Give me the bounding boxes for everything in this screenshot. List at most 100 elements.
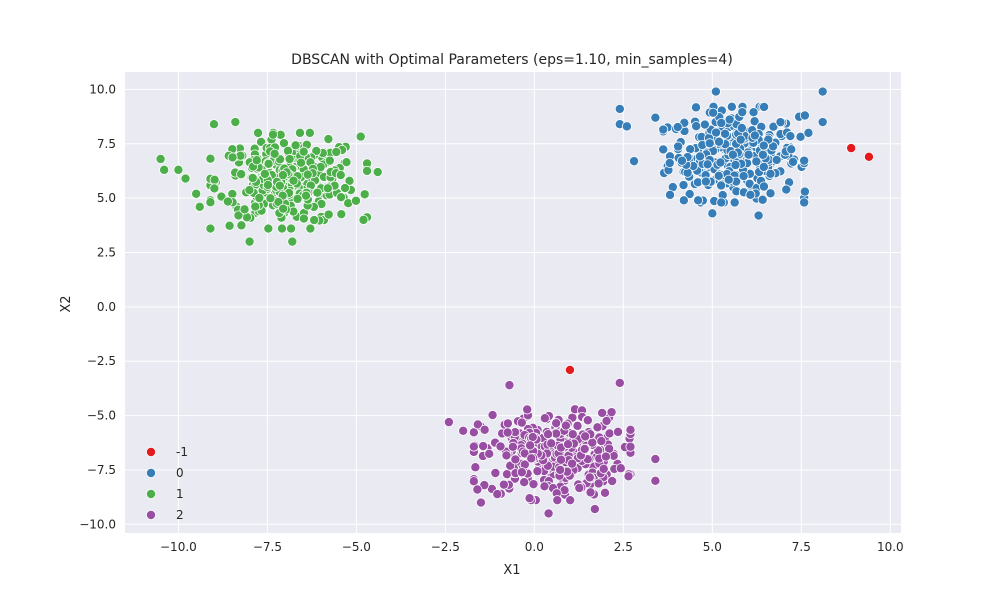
cluster-0-point xyxy=(723,174,734,185)
x-tick-label: 0.0 xyxy=(525,540,544,554)
cluster-0-point xyxy=(737,107,748,118)
cluster-1-point xyxy=(244,236,255,247)
cluster-2-point xyxy=(458,425,469,436)
cluster-2-point xyxy=(468,427,479,438)
cluster-2-point xyxy=(623,471,634,482)
y-tick-label: −5.0 xyxy=(87,409,116,423)
x-tick-label: −10.0 xyxy=(160,540,197,554)
cluster-1-point xyxy=(331,146,342,157)
cluster-1-point xyxy=(359,189,370,200)
cluster-2-point xyxy=(607,476,618,487)
cluster-0-point xyxy=(658,124,669,135)
cluster-1-point xyxy=(205,223,216,234)
cluster-2-point xyxy=(487,410,498,421)
cluster-2-point xyxy=(552,495,563,506)
cluster-1-point xyxy=(350,195,361,206)
y-tick-label: 2.5 xyxy=(97,245,116,259)
cluster-2-point xyxy=(543,429,554,440)
cluster-1-point xyxy=(205,197,216,208)
cluster-2-point xyxy=(593,478,604,489)
cluster-2-point xyxy=(504,380,515,391)
cluster-2-point xyxy=(551,418,562,429)
cluster-0-point xyxy=(720,128,731,139)
cluster-2-point xyxy=(565,495,576,506)
cluster-1-point xyxy=(227,152,238,163)
cluster-2-point xyxy=(478,441,489,452)
cluster-2-point xyxy=(580,431,591,442)
cluster-1-point xyxy=(269,148,280,159)
y-tick-label: 0.0 xyxy=(97,300,116,314)
cluster-1-point xyxy=(233,210,244,221)
cluster-1-point xyxy=(278,138,289,149)
cluster-2-point xyxy=(579,443,590,454)
cluster-0-point xyxy=(757,149,768,160)
y-tick-label: −10.0 xyxy=(79,517,116,531)
cluster-2-point xyxy=(475,497,486,508)
cluster-0-point xyxy=(704,138,715,149)
y-tick-label: 5.0 xyxy=(97,191,116,205)
cluster-1-point xyxy=(288,175,299,186)
cluster-1-point xyxy=(340,183,351,194)
cluster-1-point xyxy=(180,173,191,184)
cluster-1-point xyxy=(323,134,334,145)
cluster-2-point xyxy=(443,417,454,428)
cluster-2-point xyxy=(472,419,483,430)
cluster-1-point xyxy=(224,220,235,231)
cluster-0-point xyxy=(745,189,756,200)
cluster-1-point xyxy=(208,119,219,130)
cluster-0-point xyxy=(724,114,735,125)
cluster-2-point xyxy=(585,487,596,498)
cluster-0-point xyxy=(716,180,727,191)
cluster-2-point xyxy=(495,441,506,452)
cluster-0-point xyxy=(716,117,727,128)
cluster-1-point xyxy=(239,204,250,215)
cluster-2-point xyxy=(502,427,513,438)
legend-marker xyxy=(145,467,156,478)
y-tick-label: 10.0 xyxy=(89,82,116,96)
cluster-2-point xyxy=(498,479,509,490)
cluster-0-point xyxy=(771,154,782,165)
cluster-1-point xyxy=(267,129,278,140)
x-tick-label: 2.5 xyxy=(614,540,633,554)
cluster-1-point xyxy=(274,180,285,191)
cluster-2-point xyxy=(516,467,527,478)
cluster-1-point xyxy=(194,201,205,212)
y-axis-ticks: 10.0 7.5 5.0 2.5 0.0 −2.5 −5.0 −7.5 −10.0 xyxy=(79,82,116,531)
cluster-0-point xyxy=(650,112,661,123)
legend-label: -1 xyxy=(176,445,188,459)
cluster-0-point xyxy=(781,184,792,195)
noise-point xyxy=(564,364,575,375)
x-axis-ticks: −10.0 −7.5 −5.0 −2.5 0.0 2.5 5.0 7.5 10.0 xyxy=(160,540,904,554)
cluster-1-point xyxy=(323,209,334,220)
cluster-1-point xyxy=(300,190,311,201)
y-axis-label: X2 xyxy=(59,295,74,312)
cluster-2-point xyxy=(567,458,578,469)
cluster-0-point xyxy=(729,197,740,208)
cluster-0-point xyxy=(693,195,704,206)
cluster-1-point xyxy=(344,175,355,186)
y-tick-label: 7.5 xyxy=(97,137,116,151)
cluster-1-point xyxy=(159,164,170,175)
cluster-2-point xyxy=(584,472,595,483)
cluster-1-point xyxy=(209,174,220,185)
cluster-0-point xyxy=(738,171,749,182)
cluster-1-point xyxy=(294,127,305,138)
cluster-2-point xyxy=(563,439,574,450)
cluster-1-point xyxy=(311,145,322,156)
cluster-0-point xyxy=(716,197,727,208)
cluster-1-point xyxy=(263,223,274,234)
cluster-1-point xyxy=(305,223,316,234)
cluster-2-point xyxy=(567,429,578,440)
cluster-1-point xyxy=(287,236,298,247)
cluster-2-point xyxy=(592,422,603,433)
cluster-2-point xyxy=(572,420,583,431)
cluster-0-point xyxy=(672,122,683,133)
cluster-0-point xyxy=(795,131,806,142)
x-tick-label: 5.0 xyxy=(703,540,722,554)
cluster-2-point xyxy=(613,426,624,437)
cluster-1-point xyxy=(262,180,273,191)
chart-title: DBSCAN with Optimal Parameters (eps=1.10… xyxy=(291,52,733,68)
cluster-0-point xyxy=(713,170,724,181)
cluster-0-point xyxy=(799,186,810,197)
